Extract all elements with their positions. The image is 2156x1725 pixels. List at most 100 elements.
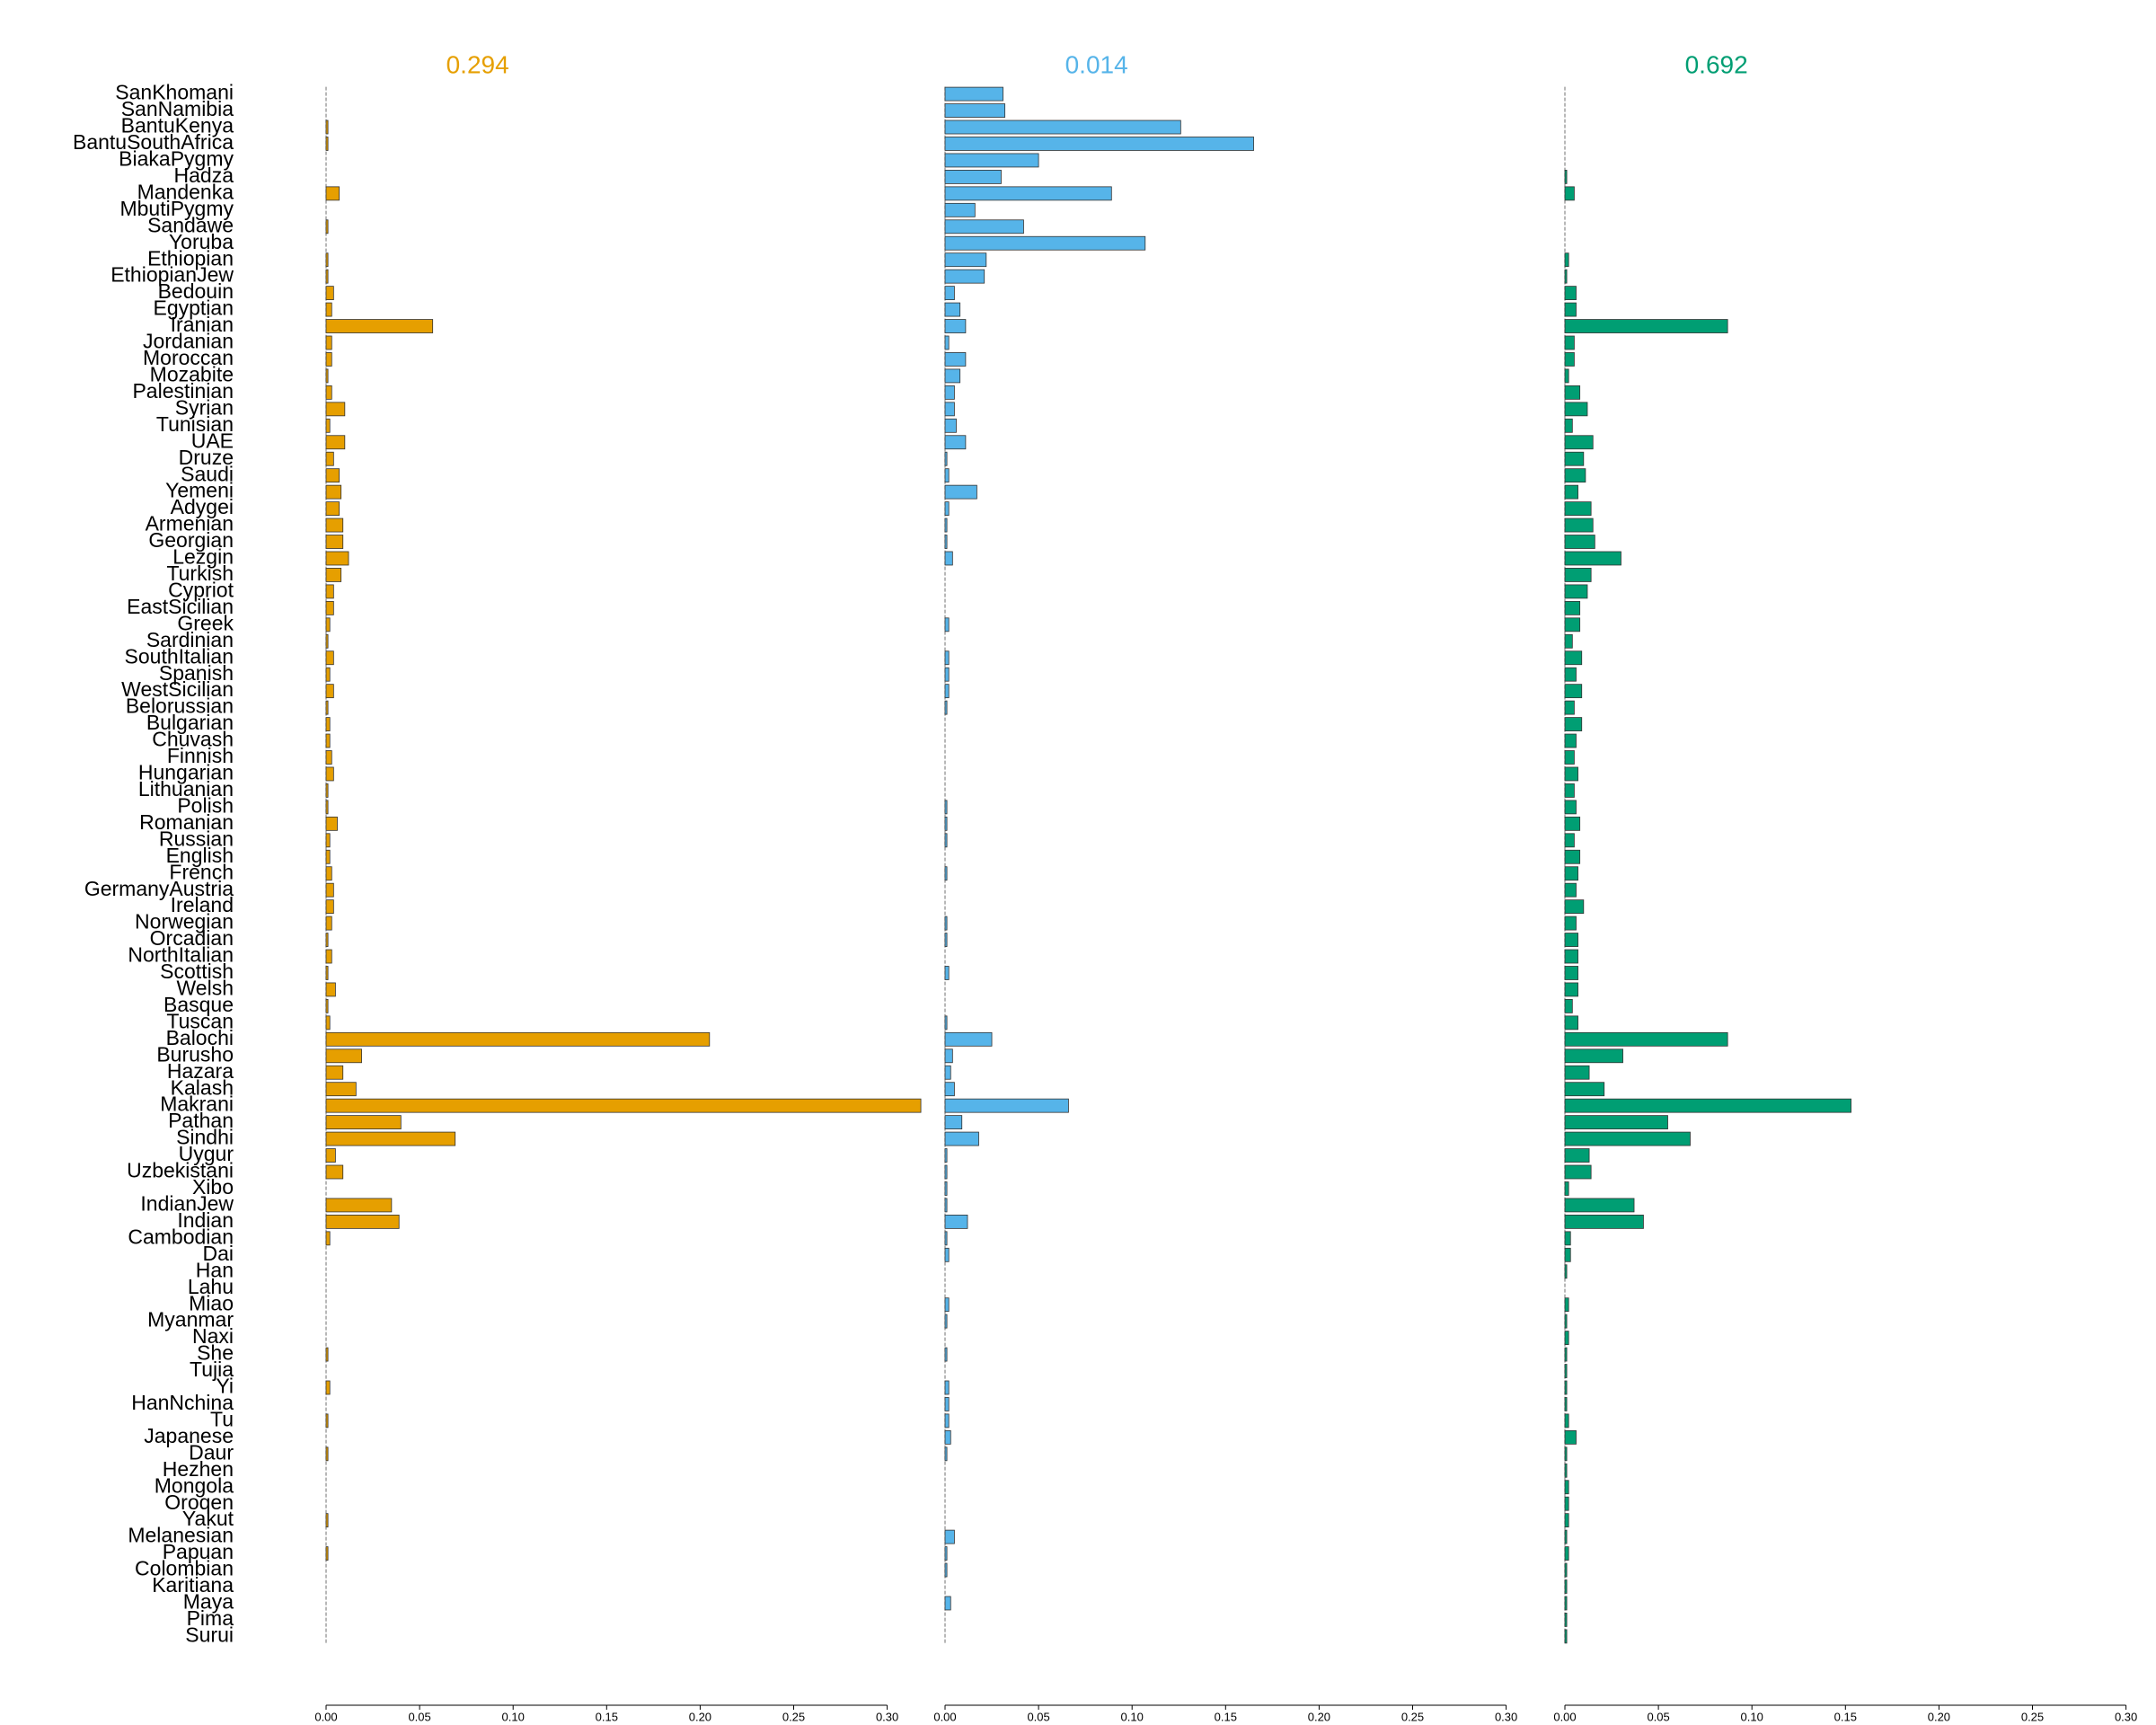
bar	[944, 468, 950, 483]
category-label: French	[169, 860, 234, 883]
bar	[325, 535, 344, 549]
bar	[1564, 1098, 1851, 1113]
category-label: Cambodian	[128, 1225, 234, 1248]
bar	[325, 933, 329, 947]
bar	[1564, 186, 1575, 201]
bar	[325, 137, 329, 151]
bar	[944, 1429, 951, 1445]
bar	[1564, 1198, 1635, 1213]
bar	[944, 684, 950, 699]
bar	[1564, 717, 1583, 731]
bar	[325, 700, 329, 715]
category-label: Mongola	[155, 1473, 234, 1497]
bar	[1564, 899, 1585, 915]
category-label: SouthItalian	[125, 644, 234, 668]
bar	[1564, 1429, 1577, 1445]
bar	[944, 535, 948, 549]
x-tick-label: 0.30	[876, 1710, 898, 1723]
bar	[325, 866, 332, 881]
bar	[325, 1015, 331, 1031]
bar	[944, 650, 950, 666]
bar	[1564, 633, 1573, 649]
bar	[325, 982, 336, 997]
category-label: Hadza	[174, 164, 234, 187]
bar	[1564, 584, 1588, 599]
category-label: Welsh	[177, 977, 234, 1000]
bar	[1564, 600, 1581, 615]
category-label: Iranian	[171, 313, 234, 336]
bar	[1564, 1314, 1568, 1329]
bar	[1564, 999, 1573, 1013]
bar	[325, 1082, 357, 1097]
category-label: Han	[196, 1258, 234, 1281]
bar	[944, 1529, 955, 1544]
bar	[325, 1098, 922, 1113]
bar	[944, 1098, 1069, 1113]
category-label: IndianJew	[140, 1191, 234, 1215]
bar	[325, 966, 329, 980]
bar	[325, 186, 340, 201]
category-label: Scottish	[160, 960, 234, 983]
category-label: Moroccan	[143, 346, 234, 369]
bar	[325, 269, 329, 284]
bar	[944, 335, 950, 350]
category-label: WestSicilian	[121, 677, 234, 701]
bar	[325, 916, 332, 931]
bar	[944, 1131, 979, 1146]
category-label: Armenian	[146, 512, 234, 535]
bar	[1564, 949, 1578, 964]
bar	[944, 252, 987, 268]
x-tick-label: 0.05	[1647, 1710, 1669, 1723]
bar	[325, 368, 329, 384]
bar	[944, 352, 967, 367]
category-label: Bedouin	[158, 279, 234, 303]
bar	[325, 816, 338, 831]
bar	[944, 1446, 948, 1462]
bar	[325, 899, 334, 915]
x-tick-label: 0.15	[596, 1710, 618, 1723]
bar	[1564, 1463, 1568, 1478]
bar	[944, 833, 948, 848]
bar	[1564, 1065, 1590, 1080]
bar	[325, 385, 332, 400]
category-label: Syrian	[175, 395, 234, 419]
bar	[325, 733, 331, 748]
bar	[325, 1198, 393, 1213]
bar	[325, 717, 331, 731]
x-tick-label: 0.10	[502, 1710, 525, 1723]
bar	[944, 816, 948, 831]
category-label: Cypriot	[168, 578, 234, 601]
category-label: Pathan	[168, 1109, 234, 1132]
category-label: Japanese	[144, 1424, 234, 1447]
bar	[1564, 1214, 1644, 1229]
bar	[944, 1413, 950, 1429]
bar	[1564, 800, 1577, 815]
bar	[944, 269, 985, 284]
bar	[1564, 1513, 1569, 1528]
category-label: Xibo	[192, 1175, 234, 1199]
category-label: Dai	[202, 1242, 234, 1265]
bar	[1564, 1629, 1568, 1644]
category-label: Tu	[210, 1407, 234, 1430]
bar	[325, 800, 329, 815]
x-tick-label: 0.05	[408, 1710, 430, 1723]
bar	[1564, 385, 1581, 400]
bar	[944, 235, 1146, 251]
x-tick-label: 0.15	[1215, 1710, 1237, 1723]
category-label: Balochi	[166, 1026, 234, 1049]
category-label: EthiopianJew	[110, 263, 234, 287]
bar	[1564, 501, 1592, 516]
bar	[944, 1148, 948, 1163]
category-label: Uygur	[179, 1142, 234, 1165]
bar	[1564, 1529, 1568, 1544]
bar	[1564, 1380, 1568, 1395]
x-tick-label: 0.25	[1401, 1710, 1424, 1723]
bar	[944, 153, 1039, 168]
bar	[944, 1596, 951, 1611]
bar	[944, 86, 1003, 102]
category-label: English	[166, 844, 234, 867]
category-label: Turkish	[166, 562, 234, 585]
bar	[944, 551, 953, 566]
bar	[325, 1446, 329, 1462]
